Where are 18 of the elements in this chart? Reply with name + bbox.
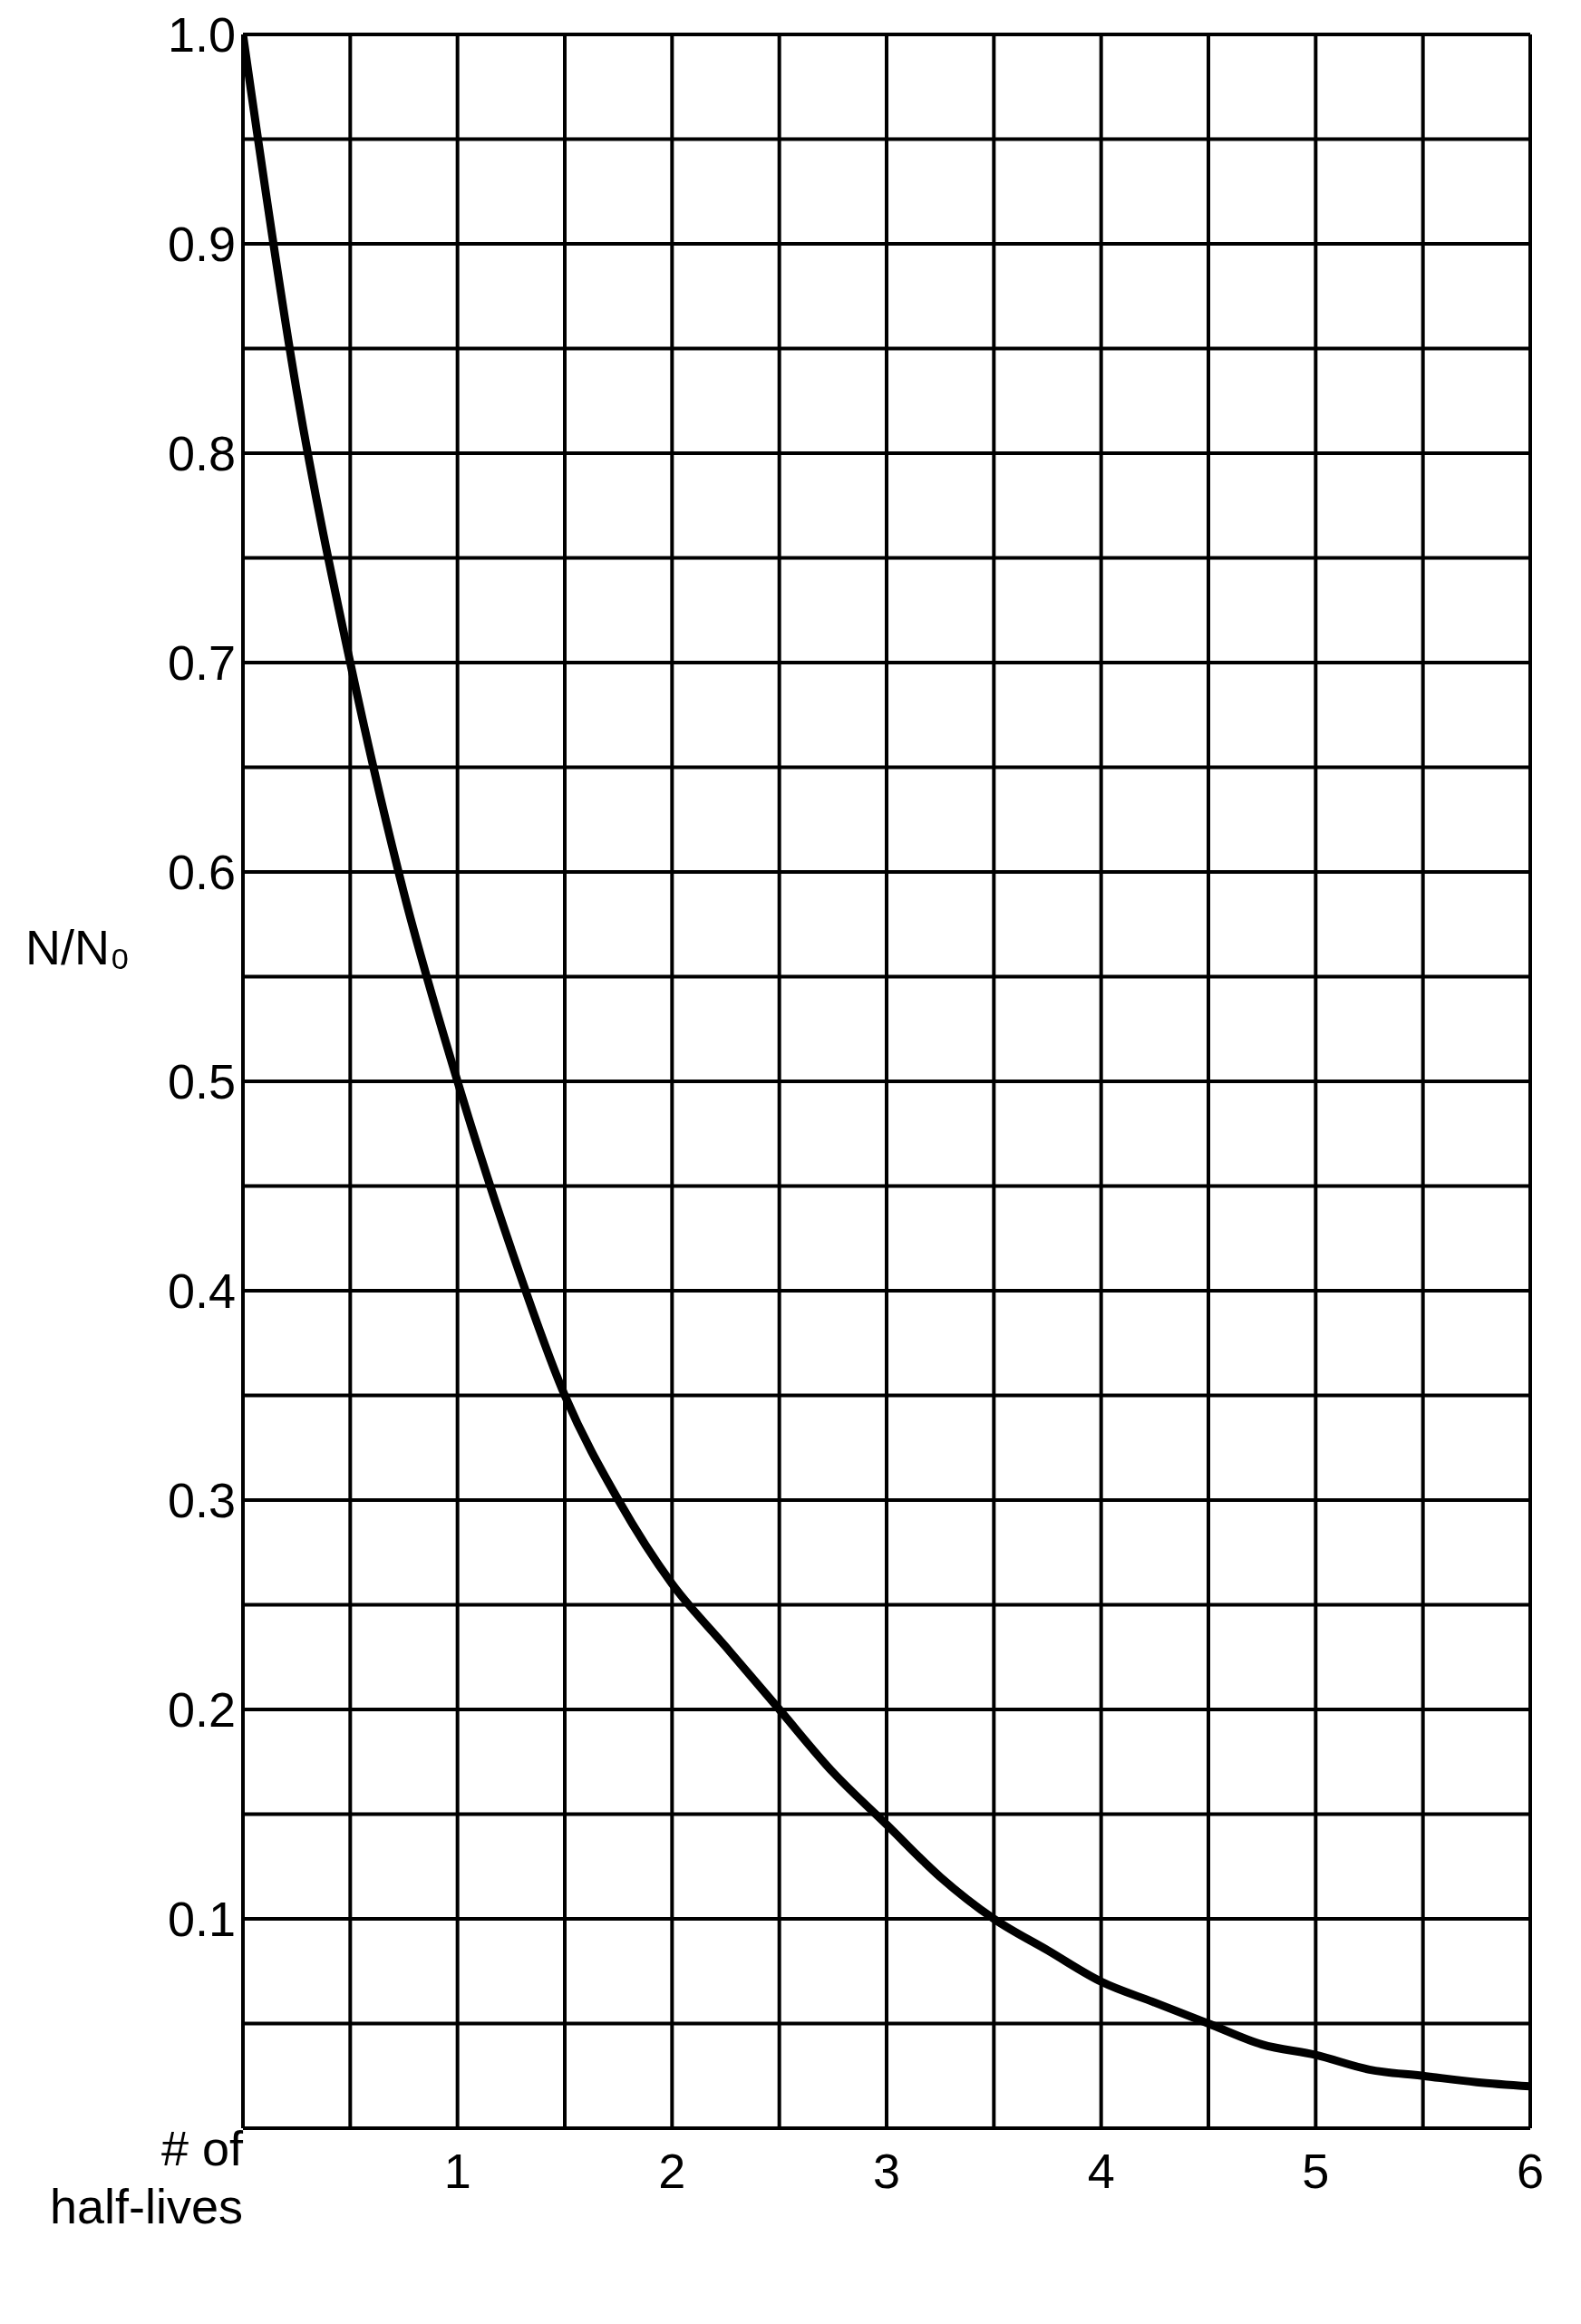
- x-tick-label: 6: [1516, 2144, 1545, 2199]
- y-tick-label: 0.1: [167, 1892, 236, 1947]
- y-tick-label: 0.7: [167, 635, 236, 691]
- y-tick-label: 0.9: [167, 217, 236, 272]
- y-tick-label: 0.4: [167, 1264, 236, 1319]
- x-tick-label: 4: [1087, 2144, 1115, 2199]
- y-tick-label: 0.6: [167, 845, 236, 900]
- y-tick-label: 0.2: [167, 1682, 236, 1738]
- x-tick-label: 5: [1302, 2144, 1330, 2199]
- x-tick-label: 3: [872, 2144, 901, 2199]
- y-axis-title: N/N₀: [25, 919, 131, 976]
- x-tick-label: 1: [443, 2144, 471, 2199]
- y-tick-label: 0.5: [167, 1054, 236, 1109]
- x-axis-title: # of half-lives: [48, 2120, 243, 2235]
- y-tick-label: 0.3: [167, 1473, 236, 1528]
- x-tick-label: 2: [658, 2144, 686, 2199]
- y-tick-label: 0.8: [167, 426, 236, 481]
- text: 1.0: [167, 7, 236, 63]
